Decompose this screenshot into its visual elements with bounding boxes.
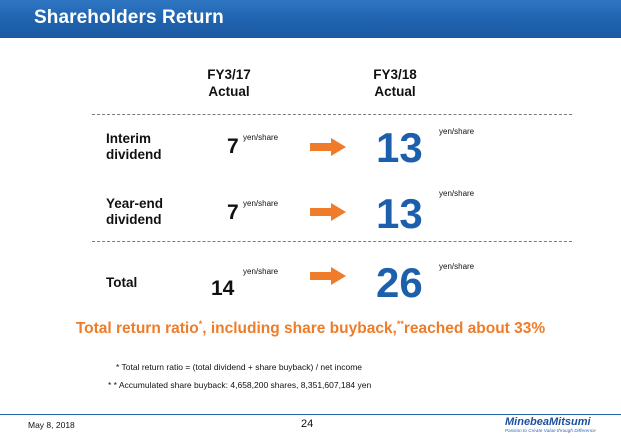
total-fy18-value: 26 [376, 259, 423, 306]
total-return-ratio-headline: Total return ratio*, including share buy… [0, 319, 621, 338]
year-end-fy17-unit: yen/share [243, 199, 279, 208]
column-header-fy18: FY3/18 Actual [340, 66, 450, 100]
headline-text: Total return ratio [75, 320, 199, 337]
column-header-fy18-type: Actual [374, 84, 416, 99]
logo-tagline: Passion to Create Value through Differen… [505, 428, 596, 433]
divider-bottom [92, 241, 572, 242]
row-label-line: dividend [106, 212, 162, 227]
row-label-interim: Interim dividend [106, 131, 162, 163]
arrow-right-icon [310, 203, 346, 221]
interim-fy17-value: 7 [227, 135, 239, 158]
row-label-year-end: Year-end dividend [106, 196, 163, 228]
footnote-total-return-ratio: * Total return ratio = (total dividend +… [116, 362, 363, 372]
divider-top [92, 114, 572, 115]
footnote-share-buyback: * * Accumulated share buyback: 4,658,200… [108, 380, 372, 390]
logo-name: MinebeaMitsumi [505, 416, 591, 428]
page-title: Shareholders Return [34, 7, 224, 28]
column-header-fy17-type: Actual [208, 84, 250, 99]
page-number: 24 [301, 418, 314, 430]
arrow-right-icon [310, 267, 346, 285]
arrow-right-icon [310, 138, 346, 156]
headline-text: reached about 33% [403, 320, 546, 337]
interim-fy18-unit: yen/share [439, 127, 475, 136]
column-header-fy18-period: FY3/18 [373, 67, 417, 82]
year-end-fy17-value: 7 [227, 201, 239, 224]
footer-divider [0, 414, 621, 415]
row-label-line: Year-end [106, 196, 164, 211]
column-header-fy17: FY3/17 Actual [174, 66, 284, 100]
footer-date: May 8, 2018 [28, 420, 75, 430]
headline-footnote-mark: ** [396, 319, 404, 329]
headline-text: , including share buyback, [202, 320, 397, 337]
row-label-line: Interim [106, 131, 152, 146]
interim-fy17-unit: yen/share [243, 133, 279, 142]
row-label-line: dividend [106, 147, 162, 162]
headline-footnote-mark: * [198, 319, 203, 329]
column-header-fy17-period: FY3/17 [207, 67, 251, 82]
year-end-fy18-value: 13 [376, 190, 423, 237]
company-logo: MinebeaMitsumi Passion to Create Value t… [505, 416, 596, 434]
year-end-fy18-unit: yen/share [439, 189, 475, 198]
total-fy18-unit: yen/share [439, 262, 475, 271]
total-fy17-value: 14 [211, 277, 235, 300]
interim-fy18-value: 13 [376, 124, 423, 171]
total-fy17-unit: yen/share [243, 267, 279, 276]
row-label-total: Total [106, 275, 138, 290]
title-bar: Shareholders Return [0, 0, 621, 38]
